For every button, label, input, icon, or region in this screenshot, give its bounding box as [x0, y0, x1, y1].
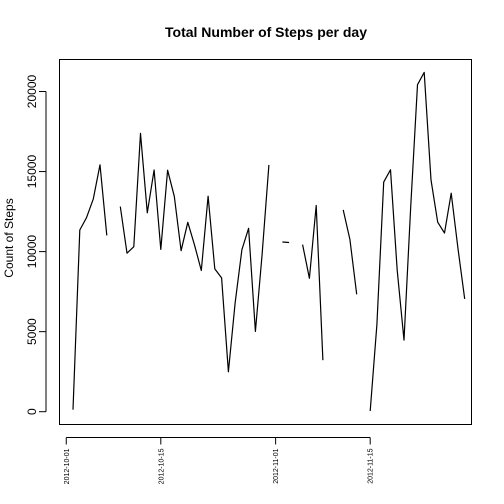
series-segment	[282, 241, 290, 244]
y-tick-label: 20000	[25, 75, 39, 109]
x-tick-label: 2012-11-01	[273, 448, 280, 483]
plot-area	[59, 59, 472, 425]
x-axis: 2012-10-01 2012-10-15 2012-11-01 2012-11-15	[64, 437, 375, 484]
y-axis: 0 5000 10000 15000 20000	[25, 75, 47, 415]
y-tick-label: 0	[25, 408, 39, 415]
x-tick-label: 2012-11-15	[368, 448, 375, 483]
series-line	[72, 71, 466, 412]
chart-title: Total Number of Steps per day	[165, 24, 367, 40]
x-tick-label: 2012-10-15	[158, 448, 165, 484]
series-segment	[72, 164, 108, 410]
y-tick-label: 5000	[25, 318, 39, 345]
series-segment	[369, 71, 466, 412]
x-tick-label: 2012-10-01	[64, 448, 71, 484]
series-segment	[342, 209, 358, 295]
series-segment	[119, 132, 270, 373]
y-tick-label: 10000	[25, 235, 39, 269]
y-tick-label: 15000	[25, 155, 39, 189]
series-segment	[302, 204, 324, 361]
y-axis-label: Count of Steps	[2, 198, 16, 277]
